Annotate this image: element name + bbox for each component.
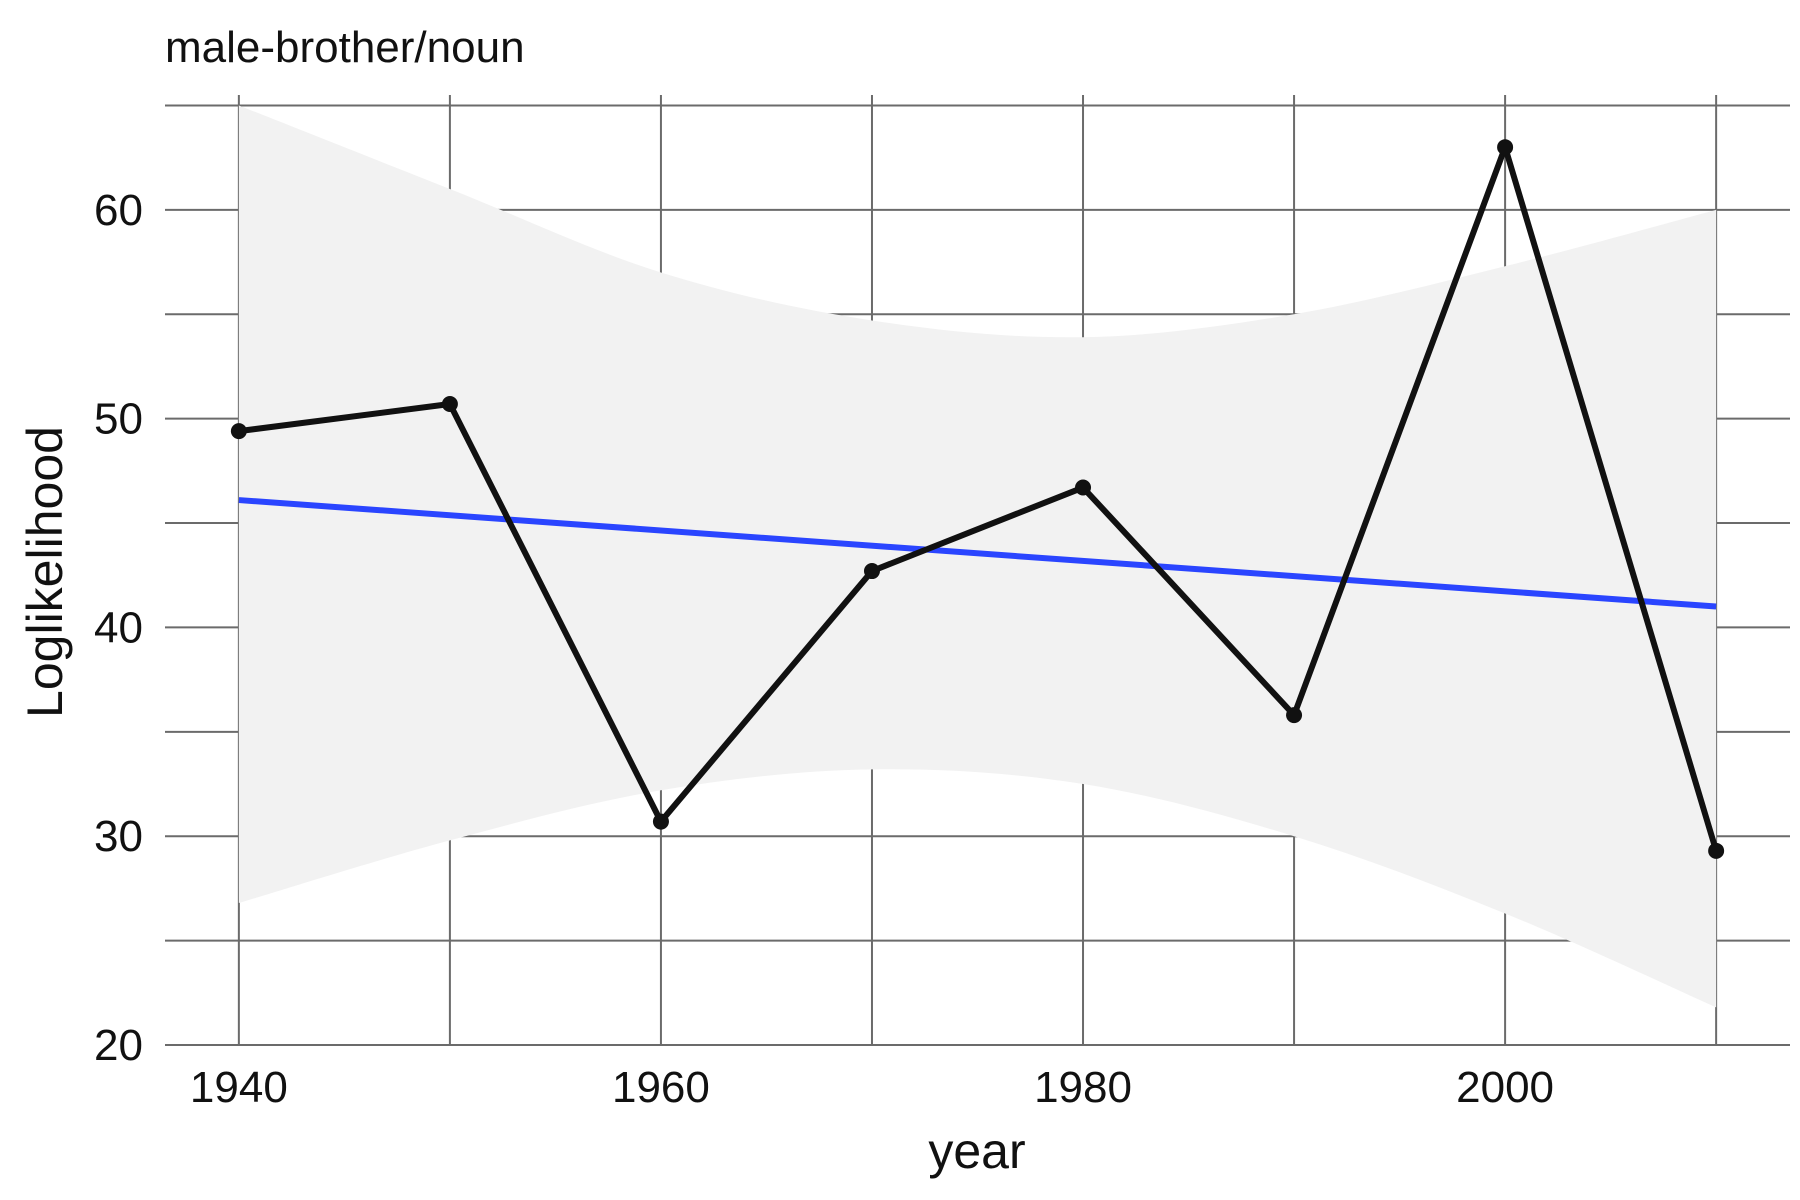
chart-title: male-brother/noun xyxy=(165,23,525,72)
y-tick-label-60: 60 xyxy=(94,186,143,235)
data-point-1980 xyxy=(1075,479,1092,496)
y-tick-labels: 20 30 40 50 60 xyxy=(94,186,143,1070)
x-axis-title: year xyxy=(928,1123,1025,1179)
series-line xyxy=(238,144,1720,852)
x-tick-label-2000: 2000 xyxy=(1456,1063,1554,1112)
data-point-1940 xyxy=(230,423,247,440)
x-tick-label-1980: 1980 xyxy=(1034,1063,1132,1112)
fit-line-group xyxy=(238,497,1717,610)
data-point-1960 xyxy=(652,813,669,830)
data-point-1950 xyxy=(441,396,458,413)
data-point-1970 xyxy=(863,563,880,580)
x-tick-label-1940: 1940 xyxy=(190,1063,288,1112)
points-group xyxy=(230,139,1725,859)
x-tick-labels: 1940 1960 1980 2000 xyxy=(190,1063,1554,1112)
y-tick-label-40: 40 xyxy=(94,603,143,652)
y-tick-label-30: 30 xyxy=(94,812,143,861)
fit-line xyxy=(238,497,1717,610)
y-tick-label-50: 50 xyxy=(94,395,143,444)
y-axis-title: Loglikelihood xyxy=(17,426,73,718)
confidence-band-group xyxy=(238,105,1717,1008)
data-point-2000 xyxy=(1497,139,1514,156)
confidence-band xyxy=(238,105,1717,1008)
data-point-2010 xyxy=(1708,842,1725,859)
data-point-1990 xyxy=(1286,707,1303,724)
series-group xyxy=(238,144,1720,852)
y-tick-label-20: 20 xyxy=(94,1021,143,1070)
x-tick-label-1960: 1960 xyxy=(612,1063,710,1112)
